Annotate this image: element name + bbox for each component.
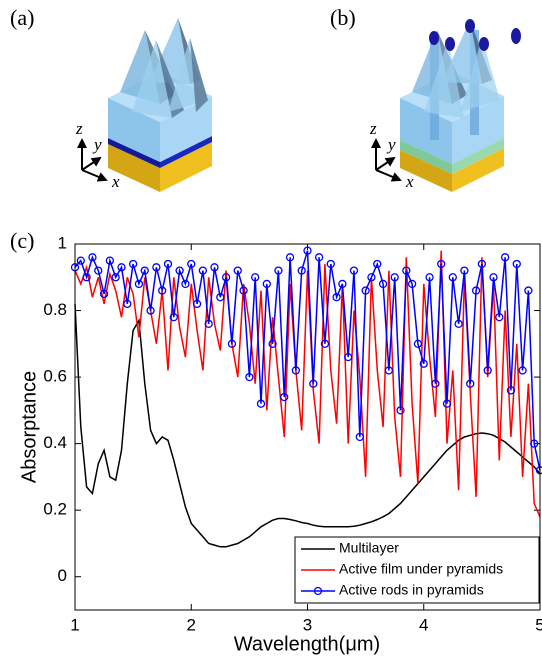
figure: (a) z y x (b) [0, 0, 542, 659]
legend-label: Active film under pyramids [339, 561, 503, 577]
legend: Multilayer Active film under pyramids Acti… [295, 537, 539, 603]
axis-label-3d: z [369, 119, 377, 138]
x-tick-label: 4 [419, 615, 428, 634]
axis-label-3d: y [92, 135, 102, 154]
y-tick-label: 0 [58, 566, 67, 585]
y-tick-label: 0.6 [43, 367, 67, 386]
panel-label: (a) [10, 5, 34, 30]
y-tick-label: 1 [58, 233, 67, 252]
page: (a) z y x (b) [0, 0, 542, 659]
x-tick-label: 2 [187, 615, 196, 634]
axis-label-3d: z [75, 119, 83, 138]
plot: 0 0.2 0.4 0.6 0.8 1 1 2 3 4 5 Multilayer Active film… [43, 233, 542, 634]
structure-b [400, 19, 521, 192]
x-tick-label: 5 [535, 615, 542, 634]
x-axis-label: Wavelength(μm) [234, 633, 380, 655]
axis-label-3d: x [405, 172, 414, 191]
axis-label-3d: y [386, 135, 396, 154]
y-tick-label: 0.8 [43, 300, 67, 319]
y-tick-label: 0.4 [43, 433, 67, 452]
x-tick-label: 1 [70, 615, 79, 634]
y-tick-label: 0.2 [43, 500, 67, 519]
legend-label: Active rods in pyramids [339, 582, 484, 598]
x-tick-label: 3 [303, 615, 312, 634]
panel-label: (c) [10, 228, 34, 253]
structure-a [108, 18, 212, 192]
panel-label: (b) [330, 5, 356, 30]
y-axis-label: Absorptance [18, 371, 40, 483]
axis-label-3d: x [111, 172, 120, 191]
legend-label: Multilayer [339, 540, 399, 556]
